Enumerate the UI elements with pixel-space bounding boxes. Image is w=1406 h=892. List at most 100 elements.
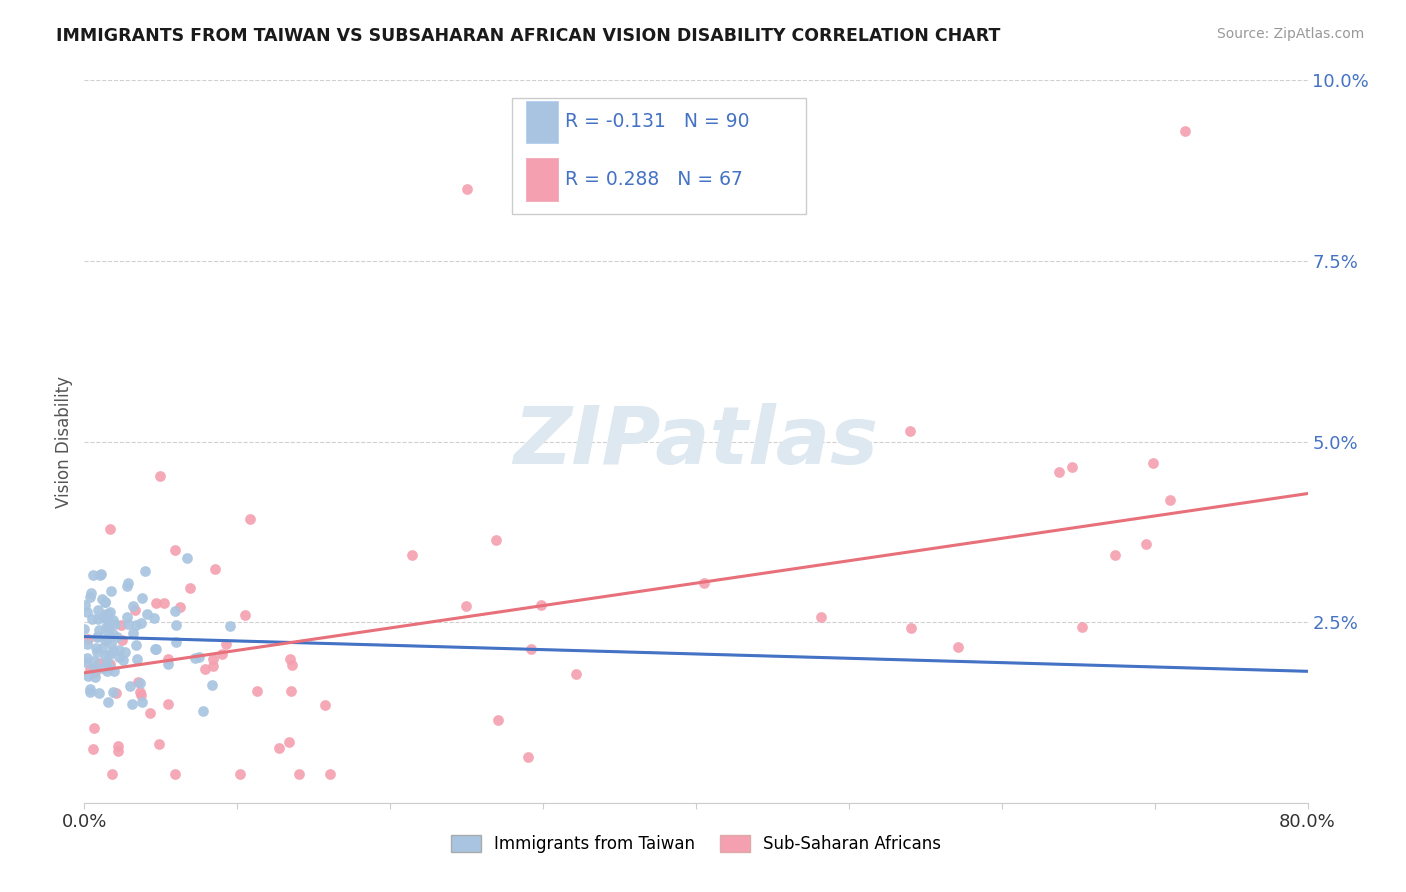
Point [135, 607, 157, 622]
Point [114, 645, 136, 659]
FancyBboxPatch shape [526, 158, 558, 201]
Point [97, 660, 120, 674]
Point [83, 654, 105, 668]
Point [176, 550, 198, 565]
Point [157, 697, 180, 711]
Point [87, 612, 110, 626]
Point [82, 567, 104, 582]
Point [104, 686, 127, 700]
Point [96, 654, 118, 668]
Point [107, 744, 129, 758]
Point [1104, 549, 1126, 563]
Point [1060, 460, 1083, 475]
Point [314, 698, 336, 712]
Point [179, 581, 201, 595]
Point [94, 620, 117, 634]
Point [219, 619, 242, 633]
Point [201, 678, 224, 692]
Point [91, 661, 114, 675]
Point [98, 657, 121, 672]
Point [131, 696, 153, 710]
Point [202, 652, 225, 666]
Point [79, 591, 101, 605]
Point [1071, 620, 1094, 634]
Point [201, 658, 224, 673]
Point [165, 618, 187, 632]
Point [184, 651, 207, 665]
Point [110, 617, 132, 632]
Point [165, 767, 187, 781]
Point [77, 668, 100, 682]
Point [169, 600, 191, 615]
Point [75, 656, 97, 670]
Point [153, 596, 176, 610]
Point [900, 621, 922, 635]
Point [94, 595, 117, 609]
Point [898, 425, 921, 439]
Point [107, 739, 129, 753]
Point [121, 697, 143, 711]
Point [122, 599, 145, 613]
Point [75, 599, 97, 613]
Point [117, 575, 139, 590]
Point [129, 675, 152, 690]
Point [188, 649, 211, 664]
Point [89, 686, 111, 700]
Point [129, 685, 152, 699]
Point [127, 674, 149, 689]
Point [79, 681, 101, 696]
Point [96, 607, 118, 621]
Point [1047, 465, 1070, 479]
Text: Source: ZipAtlas.com: Source: ZipAtlas.com [1216, 27, 1364, 41]
Point [125, 618, 148, 632]
Point [239, 512, 262, 526]
Point [83, 722, 105, 736]
Point [98, 605, 121, 619]
Point [211, 647, 233, 661]
Point [111, 633, 134, 648]
Point [280, 684, 302, 698]
Point [73, 622, 96, 636]
Point [693, 575, 716, 590]
Point [125, 638, 148, 652]
Point [107, 649, 129, 664]
Point [83, 665, 105, 680]
Legend: Immigrants from Taiwan, Sub-Saharan Africans: Immigrants from Taiwan, Sub-Saharan Afri… [444, 828, 948, 860]
Point [1142, 456, 1164, 470]
Point [97, 624, 120, 639]
Point [204, 561, 226, 575]
Point [82, 742, 104, 756]
Point [101, 767, 124, 781]
Point [100, 583, 122, 598]
Point [122, 626, 145, 640]
Y-axis label: Vision Disability: Vision Disability [55, 376, 73, 508]
Point [115, 579, 138, 593]
Point [86, 631, 108, 645]
Point [76, 632, 98, 646]
Point [277, 734, 299, 748]
Text: IMMIGRANTS FROM TAIWAN VS SUBSAHARAN AFRICAN VISION DISABILITY CORRELATION CHART: IMMIGRANTS FROM TAIWAN VS SUBSAHARAN AFR… [56, 27, 1001, 45]
Point [90, 591, 112, 606]
Point [193, 704, 215, 718]
Point [401, 548, 423, 562]
Point [165, 635, 187, 649]
Text: R = -0.131   N = 90: R = -0.131 N = 90 [565, 112, 749, 131]
Point [165, 542, 187, 557]
Point [84, 640, 107, 655]
Point [96, 632, 118, 647]
Point [229, 767, 252, 781]
Point [280, 658, 302, 673]
Point [94, 648, 117, 663]
Point [87, 602, 110, 616]
Point [485, 533, 508, 547]
Point [142, 611, 165, 625]
Point [91, 640, 114, 655]
Point [86, 645, 108, 659]
Point [111, 653, 134, 667]
Point [97, 695, 120, 709]
Point [76, 651, 98, 665]
Point [131, 616, 153, 631]
Point [486, 713, 509, 727]
Point [810, 609, 832, 624]
Point [288, 767, 311, 781]
